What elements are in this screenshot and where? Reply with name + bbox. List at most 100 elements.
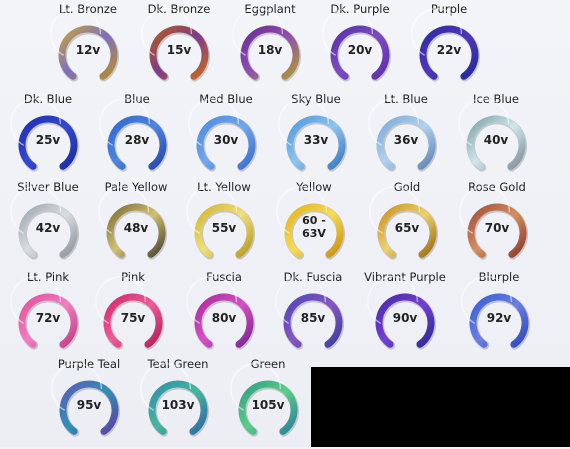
ring-highlight <box>95 276 147 324</box>
ring-icon <box>186 276 256 350</box>
ring-wrap: 15v <box>141 8 214 90</box>
voltage-label: 75v <box>120 311 146 325</box>
ring-body <box>18 293 78 348</box>
voltage-label: 90v <box>392 311 418 325</box>
voltage-label: 70v <box>484 221 510 235</box>
ring-highlight <box>232 8 284 56</box>
swatch-label: Dk. Fuscia <box>283 270 343 284</box>
swatch-label: Yellow <box>296 180 332 194</box>
ring-body <box>376 115 436 170</box>
ring-wrap: 103v <box>140 363 213 445</box>
swatch-sky-blue: Sky Blue 33v <box>268 92 364 184</box>
swatch-label: Lt. Pink <box>26 270 70 284</box>
voltage-label: 95v <box>76 398 102 412</box>
ring-icon <box>188 98 258 172</box>
swatch-label: Pink <box>121 270 145 284</box>
ring-body <box>466 115 526 170</box>
voltage-label: 12v <box>75 43 101 57</box>
voltage-label: 22v <box>436 43 462 57</box>
voltage-label: 72v <box>35 311 61 325</box>
swatch-gold: Gold 65v <box>359 180 455 272</box>
ring-highlight <box>461 276 513 324</box>
voltage-label: 33v <box>303 133 329 147</box>
ring-body <box>107 115 167 170</box>
swatch-purple-teal: Purple Teal 95v <box>41 357 137 449</box>
voltage-label: 48v <box>123 221 149 235</box>
ring-wrap: 60 - 63V <box>276 186 349 268</box>
voltage-label: 55v <box>211 221 237 235</box>
ring-highlight <box>10 186 62 234</box>
ring-wrap: 48v <box>98 186 171 268</box>
voltage-label: 30v <box>213 133 239 147</box>
voltage-label: 18v <box>257 43 283 57</box>
ring-wrap: 70v <box>459 186 532 268</box>
black-overlay-block <box>311 367 570 447</box>
swatch-label: Ice Blue <box>473 92 519 106</box>
ring-highlight <box>98 186 150 234</box>
swatch-blurple: Blurple 92v <box>451 270 547 362</box>
ring-wrap: 90v <box>367 276 440 358</box>
voltage-label: 15v <box>166 43 192 57</box>
swatch-label: Green <box>250 357 286 371</box>
swatch-yellow: Yellow 60 - 63V <box>266 180 362 272</box>
ring-icon <box>140 363 210 437</box>
voltage-label: 42v <box>35 221 61 235</box>
ring-icon <box>186 186 256 260</box>
voltage-label: 92v <box>486 311 512 325</box>
voltage-label: 103v <box>161 398 195 412</box>
voltage-label: 80v <box>211 311 237 325</box>
ring-body <box>58 25 118 80</box>
ring-highlight <box>459 186 511 234</box>
ring-icon <box>10 186 80 260</box>
voltage-label: 85v <box>300 311 326 325</box>
swatch-lt-bronze: Lt. Bronze 12v <box>40 2 136 94</box>
ring-highlight <box>51 363 103 411</box>
ring-icon <box>367 276 437 350</box>
ring-body <box>284 203 344 258</box>
ring-wrap: 28v <box>99 98 172 180</box>
swatch-med-blue: Med Blue 30v <box>178 92 274 184</box>
swatch-fuscia: Fuscia 80v <box>176 270 272 362</box>
ring-highlight <box>188 98 240 146</box>
ring-wrap: 75v <box>95 276 168 358</box>
ring-icon <box>50 8 120 82</box>
swatch-purple: Purple 22v <box>401 2 497 94</box>
ring-icon <box>276 186 346 260</box>
ring-body <box>103 293 163 348</box>
swatch-label: Gold <box>393 180 421 194</box>
swatch-label: Eggplant <box>244 2 296 16</box>
ring-icon <box>459 186 529 260</box>
ring-highlight <box>140 363 192 411</box>
swatch-label: Pale Yellow <box>104 180 168 194</box>
ring-icon <box>461 276 531 350</box>
ring-body <box>419 25 479 80</box>
ring-wrap: 55v <box>186 186 259 268</box>
swatch-label: Blue <box>124 92 150 106</box>
ring-icon <box>232 8 302 82</box>
ring-body <box>194 203 254 258</box>
ring-body <box>283 293 343 348</box>
ring-wrap: 95v <box>51 363 124 445</box>
ring-wrap: 105v <box>230 363 303 445</box>
ring-highlight <box>411 8 463 56</box>
ring-icon <box>369 186 439 260</box>
swatch-label: Sky Blue <box>291 92 341 106</box>
ring-icon <box>411 8 481 82</box>
swatch-label: Rose Gold <box>468 180 526 194</box>
ring-body <box>149 25 209 80</box>
ring-highlight <box>367 276 419 324</box>
ring-body <box>59 380 119 435</box>
ring-icon <box>95 276 165 350</box>
ring-body <box>194 293 254 348</box>
swatch-green: Green 105v <box>220 357 316 449</box>
swatch-label: Purple <box>430 2 468 16</box>
swatch-teal-green: Teal Green 103v <box>130 357 226 449</box>
ring-wrap: 42v <box>10 186 83 268</box>
swatch-lt-blue: Lt. Blue 36v <box>358 92 454 184</box>
ring-highlight <box>368 98 420 146</box>
ring-body <box>238 380 298 435</box>
ring-icon <box>322 8 392 82</box>
ring-body <box>330 25 390 80</box>
swatch-label: Blurple <box>478 270 520 284</box>
ring-icon <box>51 363 121 437</box>
